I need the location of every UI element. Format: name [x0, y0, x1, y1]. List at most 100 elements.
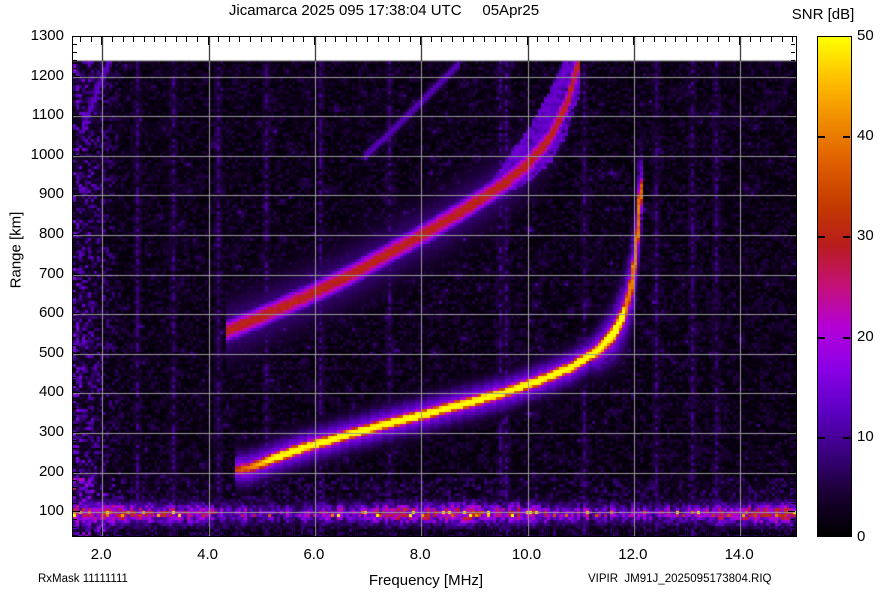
y-minor-tick: [73, 76, 77, 77]
y-minor-tick: [73, 369, 77, 370]
y-minor-tick: [791, 321, 795, 322]
y-minor-tick: [791, 385, 795, 386]
x-minor-tick: [441, 37, 442, 42]
x-minor-tick: [760, 37, 761, 42]
x-minor-tick: [154, 37, 155, 42]
y-minor-tick: [791, 408, 795, 409]
x-minor-tick: [144, 530, 145, 535]
colorbar-tick: [818, 136, 825, 138]
y-minor-tick: [73, 432, 77, 433]
y-tick-label: 1100: [31, 106, 64, 124]
x-minor-tick: [410, 530, 411, 535]
page-title: Jicamarca 2025 095 17:38:04 UTC 05Apr25: [0, 2, 884, 19]
x-minor-tick: [537, 37, 538, 42]
x-minor-tick: [101, 37, 102, 42]
y-minor-tick: [791, 464, 795, 465]
y-minor-tick: [73, 353, 77, 354]
x-minor-tick: [441, 530, 442, 535]
colorbar-tick: [818, 437, 825, 439]
y-minor-tick: [73, 480, 77, 481]
y-minor-tick: [73, 377, 77, 378]
colorbar: [817, 36, 852, 537]
page-title-text: Jicamarca 2025 095 17:38:04 UTC 05Apr25: [228, 2, 540, 19]
y-minor-tick: [791, 361, 795, 362]
x-minor-tick: [590, 530, 591, 535]
colorbar-tick: [843, 136, 850, 138]
x-minor-tick: [176, 530, 177, 535]
y-minor-tick: [791, 377, 795, 378]
y-minor-tick: [791, 448, 795, 449]
y-minor-tick: [73, 289, 77, 290]
x-minor-tick: [399, 530, 400, 535]
y-tick-label: 1300: [30, 27, 64, 44]
y-minor-tick: [73, 266, 77, 267]
x-minor-tick: [165, 530, 166, 535]
x-minor-tick: [771, 530, 772, 535]
y-minor-tick: [791, 123, 795, 124]
colorbar-tick-label: 30: [857, 227, 874, 245]
y-minor-tick: [73, 60, 77, 61]
x-tick-label: 4.0: [197, 546, 218, 563]
y-minor-tick: [73, 171, 77, 172]
x-minor-tick: [463, 37, 464, 42]
x-minor-tick: [718, 37, 719, 42]
y-minor-tick: [791, 282, 795, 283]
y-minor-tick: [73, 99, 77, 100]
y-minor-tick: [791, 147, 795, 148]
x-tick-label: 14.0: [724, 546, 754, 563]
y-minor-tick: [73, 361, 77, 362]
y-tick-label: 300: [38, 423, 64, 441]
y-minor-tick: [791, 139, 795, 140]
x-minor-tick: [80, 37, 81, 42]
y-minor-tick: [73, 345, 77, 346]
y-minor-tick: [791, 250, 795, 251]
x-minor-tick: [80, 530, 81, 535]
x-minor-tick: [707, 37, 708, 42]
y-minor-tick: [73, 115, 77, 116]
y-minor-tick: [791, 99, 795, 100]
x-minor-tick: [558, 530, 559, 535]
y-minor-tick: [791, 313, 795, 314]
x-minor-tick: [303, 37, 304, 42]
x-minor-tick: [750, 37, 751, 42]
y-tick-label: 1000: [30, 145, 64, 163]
x-minor-tick: [186, 37, 187, 42]
x-minor-tick: [675, 37, 676, 42]
y-minor-tick: [73, 147, 77, 148]
x-minor-tick: [218, 530, 219, 535]
y-minor-tick: [73, 495, 77, 496]
x-tick-label: 10.0: [511, 546, 542, 563]
x-tick-label: 8.0: [409, 546, 431, 563]
x-minor-tick: [250, 37, 251, 42]
y-minor-tick: [73, 503, 77, 504]
x-minor-tick: [91, 530, 92, 535]
y-tick-label: 400: [38, 383, 64, 401]
colorbar-tick: [843, 337, 850, 339]
x-tick-label: 12.0: [618, 546, 648, 563]
x-tick-label: 6.0: [303, 546, 325, 563]
x-minor-tick: [335, 530, 336, 535]
x-minor-tick: [527, 37, 528, 42]
x-minor-tick: [208, 37, 209, 42]
x-minor-tick: [750, 530, 751, 535]
y-minor-tick: [791, 472, 795, 473]
y-minor-tick: [73, 487, 77, 488]
y-minor-tick: [73, 210, 77, 211]
y-minor-tick: [73, 408, 77, 409]
x-minor-tick: [548, 37, 549, 42]
ionogram-canvas: [73, 37, 796, 536]
x-minor-tick: [293, 530, 294, 535]
x-minor-tick: [654, 530, 655, 535]
x-minor-tick: [420, 37, 421, 42]
y-minor-tick: [791, 495, 795, 496]
x-minor-tick: [495, 530, 496, 535]
x-minor-tick: [782, 37, 783, 42]
y-minor-tick: [791, 432, 795, 433]
x-minor-tick: [133, 530, 134, 535]
y-minor-tick: [73, 329, 77, 330]
x-minor-tick: [665, 530, 666, 535]
y-minor-tick: [791, 487, 795, 488]
x-minor-tick: [601, 37, 602, 42]
x-minor-tick: [112, 37, 113, 42]
x-minor-tick: [388, 530, 389, 535]
